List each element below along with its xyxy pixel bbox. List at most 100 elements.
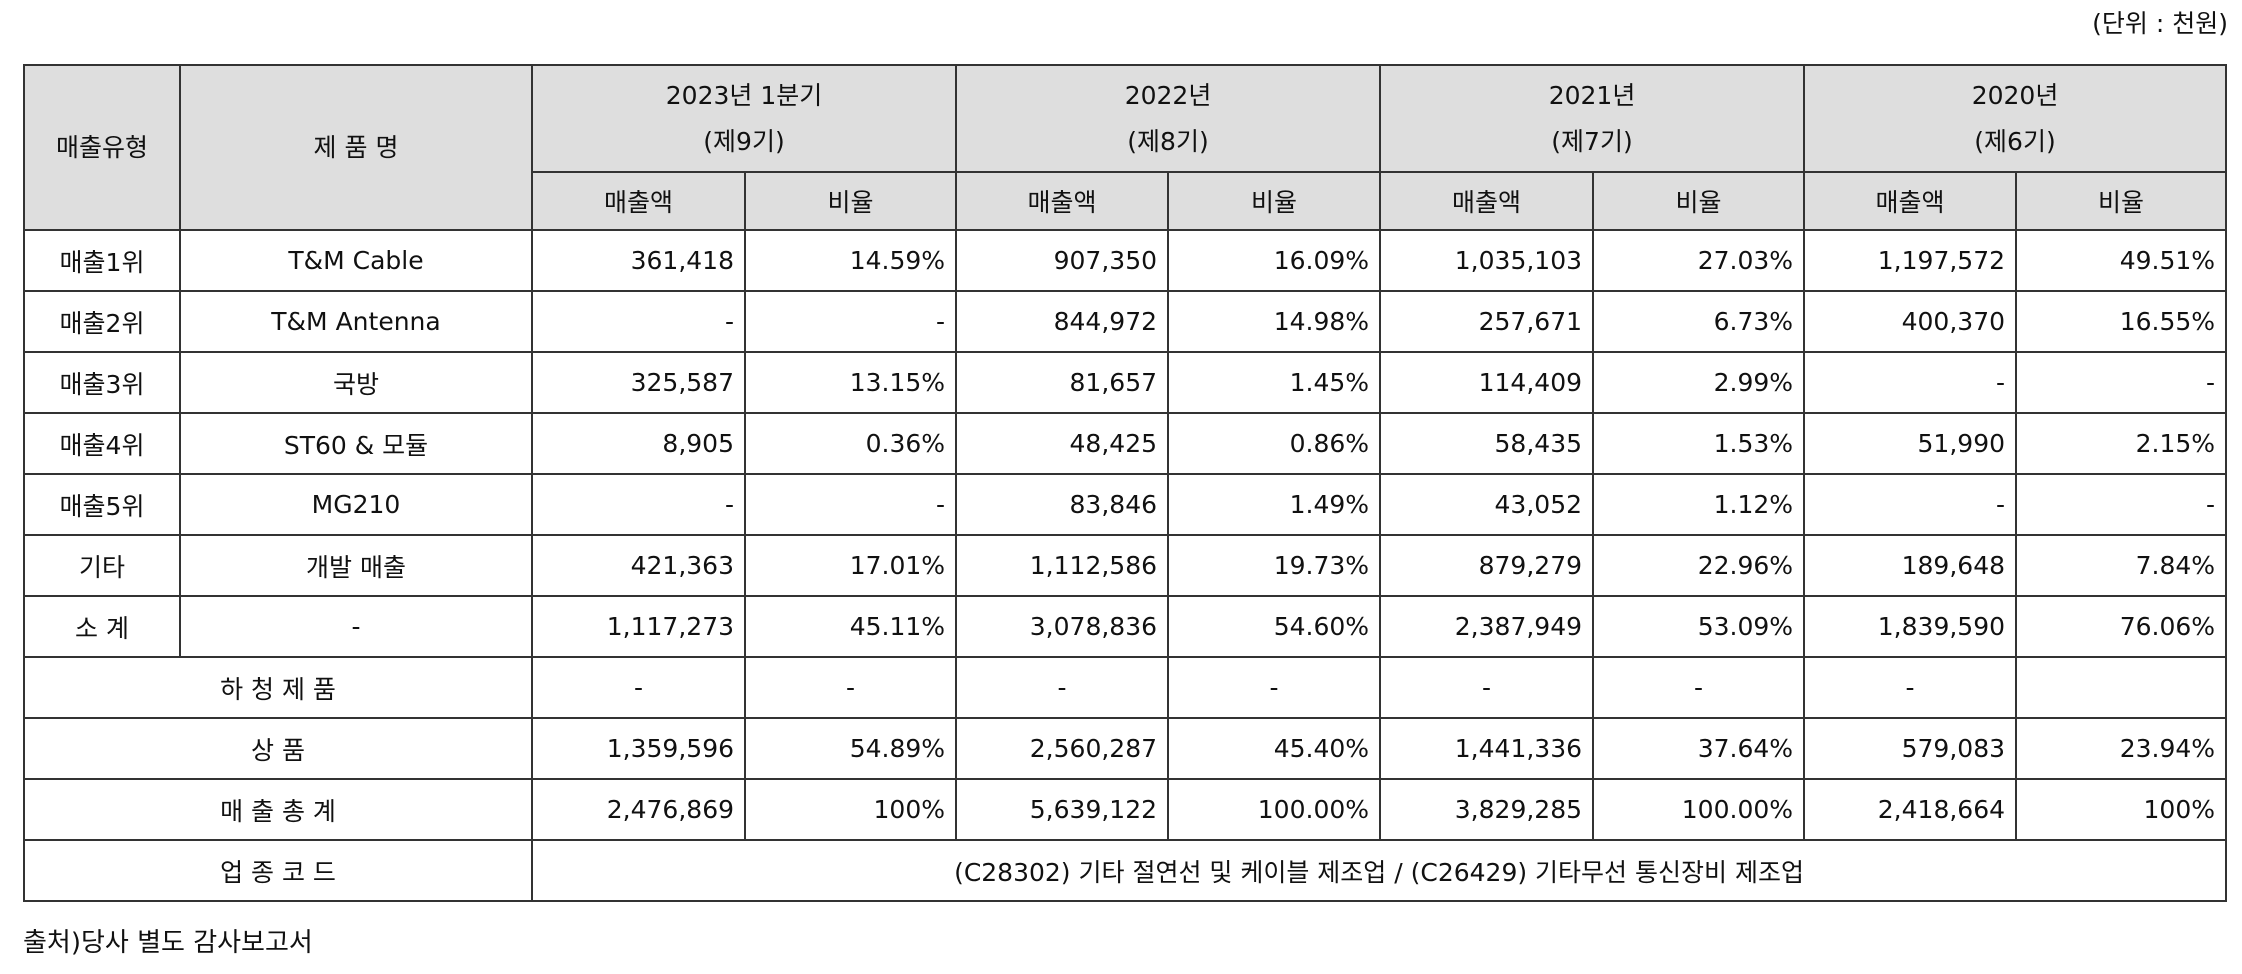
ratio-cell: 7.84%: [2015, 534, 2228, 597]
sales-amount-cell: -: [1803, 351, 2018, 414]
sales-amount-cell: 2,476,869: [531, 778, 746, 841]
sales-amount-cell: 3,078,836: [955, 595, 1170, 658]
summary-row: 상 품 1,359,596 54.89% 2,560,287 45.40% 1,441,3…: [23, 717, 2228, 780]
sales-amount-cell: 1,117,273: [531, 595, 746, 658]
table-row: 기타 개발 매출 421,363 17.01% 1,112,586 19.73% 879,2…: [23, 534, 2228, 597]
header-sales-amount: 매출액: [1379, 171, 1595, 231]
sales-amount-cell: 81,657: [955, 351, 1170, 414]
header-period: 2023년 1분기 (제9기): [530, 64, 958, 173]
sales-amount-cell: -: [1379, 656, 1595, 719]
sales-type-cell: 소 계: [23, 595, 181, 658]
ratio-cell: 16.09%: [1167, 229, 1382, 292]
ratio-cell: 1.12%: [1592, 473, 1806, 536]
sales-amount-cell: 51,990: [1803, 412, 2018, 475]
sales-amount-cell: 2,560,287: [955, 717, 1170, 780]
summary-label-cell: 하 청 제 품: [23, 656, 533, 719]
ratio-cell: 23.94%: [2015, 717, 2228, 780]
table-row: 소 계 -1,117,273 45.11% 3,078,836 54.60% 2,387,…: [23, 595, 2228, 658]
ratio-cell: -: [2015, 351, 2228, 414]
header-row-metrics: 매출액 비율 매출액 비율 매출액 비율 매출액 비율: [24, 171, 2228, 231]
period-year: 2022년: [1124, 80, 1212, 110]
period-year: 2020년: [1971, 80, 2059, 110]
ratio-cell: 1.45%: [1167, 351, 1382, 414]
summary-label-cell: 상 품: [23, 717, 533, 780]
sales-type-cell: 매출3위: [23, 351, 181, 414]
ratio-cell: 17.01%: [743, 534, 958, 597]
sales-amount-cell: 1,359,596: [531, 717, 746, 780]
industry-code-value: (C28302) 기타 절연선 및 케이블 제조업 / (C26429) 기타무…: [530, 839, 2228, 902]
ratio-cell: 6.73%: [1592, 290, 1806, 353]
ratio-cell: -: [1167, 656, 1382, 719]
period-term: (제8기): [1127, 126, 1209, 156]
product-name-cell: ST60 & 모듈: [179, 412, 533, 475]
header-ratio: 비율: [1167, 171, 1382, 231]
ratio-cell: 54.60%: [1167, 595, 1382, 658]
industry-code-label: 업 종 코 드: [23, 839, 533, 902]
sales-amount-cell: 400,370: [1803, 290, 2018, 353]
sales-type-cell: 매출1위: [23, 229, 181, 292]
sales-amount-cell: 48,425: [955, 412, 1170, 475]
period-term: (제7기): [1551, 126, 1633, 156]
sales-amount-cell: 5,639,122: [955, 778, 1170, 841]
header-sales-amount: 매출액: [955, 171, 1170, 231]
sales-amount-cell: 361,418: [531, 229, 746, 292]
sales-amount-cell: -: [531, 656, 746, 719]
ratio-cell: -: [2015, 473, 2228, 536]
ratio-cell: 37.64%: [1592, 717, 1806, 780]
period-year: 2021년: [1548, 80, 1636, 110]
sales-amount-cell: 58,435: [1379, 412, 1595, 475]
table-row: 매출1위 T&M Cable 361,418 14.59% 907,350 16.09% 1…: [23, 229, 2228, 292]
sales-amount-cell: 1,441,336: [1379, 717, 1595, 780]
ratio-cell: 45.40%: [1167, 717, 1382, 780]
sales-amount-cell: 579,083: [1803, 717, 2018, 780]
ratio-cell: 45.11%: [743, 595, 958, 658]
period-year: 2023년 1분기: [665, 80, 823, 110]
ratio-cell: 19.73%: [1167, 534, 1382, 597]
product-name-cell: 국방: [179, 351, 533, 414]
sales-amount-cell: 2,418,664: [1803, 778, 2018, 841]
header-period: 2022년 (제8기): [955, 64, 1382, 173]
sales-amount-cell: 421,363: [531, 534, 746, 597]
sales-amount-cell: 879,279: [1379, 534, 1595, 597]
sales-amount-cell: -: [1803, 473, 2018, 536]
ratio-cell: 100.00%: [1592, 778, 1806, 841]
sales-amount-cell: 844,972: [955, 290, 1170, 353]
summary-row: 매 출 총 계 2,476,869 100% 5,639,122 100.00% 3,82…: [23, 778, 2228, 841]
sales-amount-cell: 907,350: [955, 229, 1170, 292]
sales-amount-cell: -: [531, 290, 746, 353]
ratio-cell: 53.09%: [1592, 595, 1806, 658]
sales-amount-cell: 1,839,590: [1803, 595, 2018, 658]
sales-amount-cell: 2,387,949: [1379, 595, 1595, 658]
ratio-cell: -: [743, 656, 958, 719]
ratio-cell: 2.15%: [2015, 412, 2228, 475]
ratio-cell: 22.96%: [1592, 534, 1806, 597]
ratio-cell: -: [743, 290, 958, 353]
sales-type-cell: 기타: [23, 534, 181, 597]
sales-amount-cell: 83,846: [955, 473, 1170, 536]
industry-code-row: 업 종 코 드 (C28302) 기타 절연선 및 케이블 제조업 / (C264…: [23, 839, 2228, 902]
table-body: 매출1위 T&M Cable 361,418 14.59% 907,350 16.09% 1…: [23, 229, 2228, 902]
ratio-cell: 100%: [743, 778, 958, 841]
header-sales-amount: 매출액: [531, 171, 746, 231]
product-name-cell: -: [179, 595, 533, 658]
ratio-cell: 0.86%: [1167, 412, 1382, 475]
ratio-cell: 0.36%: [743, 412, 958, 475]
table-row: 매출3위 국방 325,587 13.15% 81,657 1.45% 114,409 2.9…: [23, 351, 2228, 414]
ratio-cell: 1.53%: [1592, 412, 1806, 475]
sales-amount-cell: 3,829,285: [1379, 778, 1595, 841]
summary-row: 하 청 제 품-------: [23, 656, 2228, 719]
ratio-cell: 54.89%: [743, 717, 958, 780]
table-row: 매출5위 MG210- -83,846 1.49% 43,052 1.12% - -: [23, 473, 2228, 536]
sales-type-cell: 매출5위: [23, 473, 181, 536]
ratio-cell: 76.06%: [2015, 595, 2228, 658]
ratio-cell: 13.15%: [743, 351, 958, 414]
ratio-cell: -: [743, 473, 958, 536]
ratio-cell: 16.55%: [2015, 290, 2228, 353]
sales-amount-cell: 1,112,586: [955, 534, 1170, 597]
ratio-cell: 14.98%: [1167, 290, 1382, 353]
sales-amount-cell: 325,587: [531, 351, 746, 414]
sales-amount-cell: 257,671: [1379, 290, 1595, 353]
sales-amount-cell: 189,648: [1803, 534, 2018, 597]
ratio-cell: 1.49%: [1167, 473, 1382, 536]
sales-type-cell: 매출2위: [23, 290, 181, 353]
